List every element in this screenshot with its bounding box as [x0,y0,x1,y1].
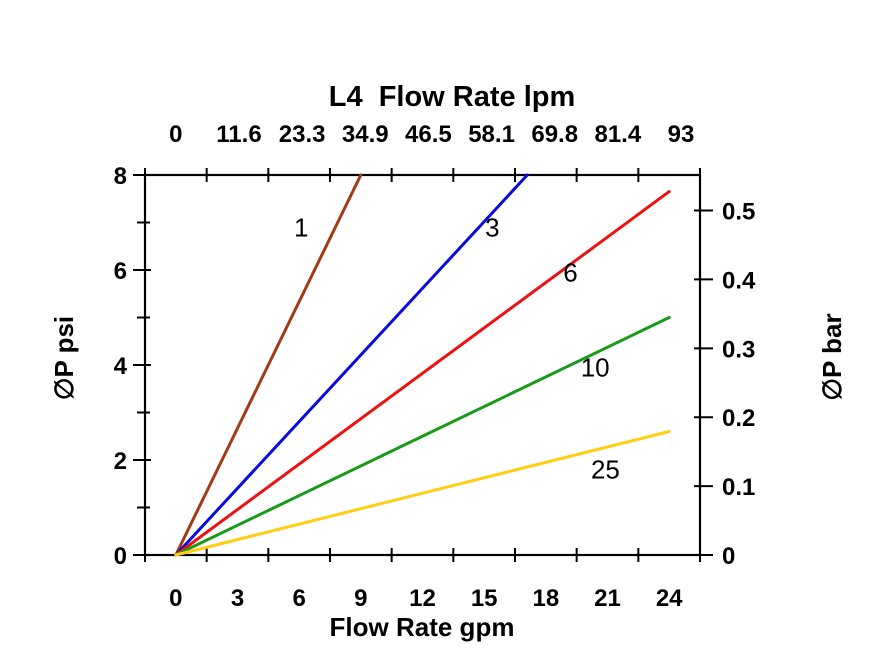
y-tick-label-psi: 8 [114,163,127,190]
top-tick-label-lpm: 11.6 [216,121,261,148]
top-tick-label-lpm: 23.3 [279,121,326,148]
x-tick-label-gpm: 3 [231,585,244,612]
series-line-1 [174,173,363,557]
x-axis-label: Flow Rate gpm [330,612,515,642]
top-tick-label-lpm: 81.4 [594,121,641,148]
series-line-6 [174,190,671,557]
x-tick-label-gpm: 6 [292,585,305,612]
top-tick-label-lpm: 69.8 [531,121,578,148]
y-tick-label-psi: 6 [114,258,127,285]
y-tick-label-bar: 0.4 [722,267,756,294]
x-tick-label-gpm: 18 [532,585,559,612]
y-tick-label-psi: 4 [114,353,128,380]
x-tick-label-gpm: 12 [409,585,436,612]
y-left-axis-label: ∅P psi [49,316,79,400]
x-tick-label-gpm: 9 [354,585,367,612]
y-tick-label-psi: 2 [114,448,127,475]
series-label-10: 10 [581,352,610,382]
y-tick-label-bar: 0.5 [722,199,755,226]
series-line-3 [174,173,529,557]
y-tick-label-bar: 0.3 [722,336,755,363]
y-tick-label-psi: 0 [114,543,127,570]
top-tick-label-lpm: 93 [668,121,695,148]
series-line-10 [174,316,671,557]
series-line-25 [174,430,671,557]
series-label-1: 1 [294,212,308,242]
top-tick-label-lpm: 34.9 [342,121,389,148]
chart-title: L4 Flow Rate lpm [329,81,576,113]
x-tick-label-gpm: 21 [594,585,621,612]
x-tick-label-gpm: 0 [169,585,182,612]
top-tick-label-lpm: 58.1 [468,121,515,148]
series-label-3: 3 [485,212,499,242]
x-tick-label-gpm: 15 [471,585,498,612]
top-tick-label-lpm: 0 [169,121,182,148]
y-tick-label-bar: 0.1 [722,474,755,501]
y-tick-label-bar: 0 [722,543,735,570]
x-tick-label-gpm: 24 [656,585,683,612]
y-tick-label-bar: 0.2 [722,405,755,432]
y-right-axis-label: ∅P bar [817,313,847,400]
series-label-6: 6 [563,257,577,287]
series-label-25: 25 [591,455,620,485]
top-tick-label-lpm: 46.5 [405,121,452,148]
chart-generated-layer: 0 3 6 9 12 15 18 21 240 11.6 23.3 34.9 46.5 58.1 69.8 8… [114,121,756,612]
